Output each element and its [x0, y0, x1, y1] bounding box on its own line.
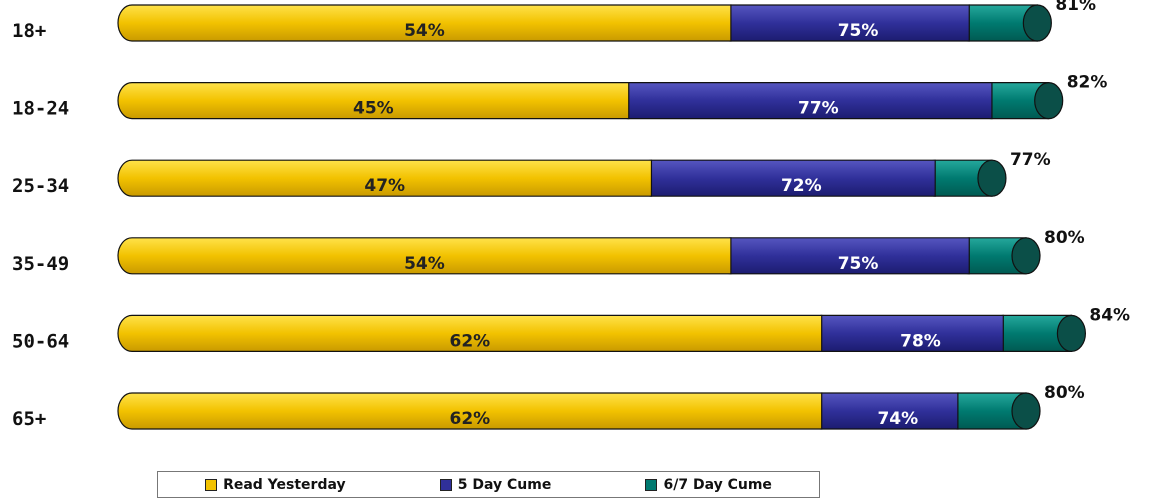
- legend-item-5-day-cume: 5 Day Cume: [439, 476, 552, 493]
- bar-segment-read-yesterday: [117, 237, 732, 275]
- bar-end-cap: [977, 159, 1007, 197]
- legend-label-5-day-cume: 5 Day Cume: [457, 476, 552, 493]
- bar-segment-read-yesterday: [117, 392, 823, 430]
- data-label-6-7-day-cume: 84%: [1089, 305, 1130, 325]
- data-label-5-day-cume: 75%: [838, 21, 879, 41]
- data-label-read-yesterday: 54%: [404, 254, 445, 274]
- chart-legend: Read Yesterday 5 Day Cume 6/7 Day Cume: [157, 471, 820, 498]
- legend-label-6-7-day-cume: 6/7 Day Cume: [663, 476, 772, 493]
- bar-end-cap: [1022, 4, 1052, 42]
- data-label-5-day-cume: 78%: [900, 331, 941, 351]
- data-label-read-yesterday: 47%: [364, 176, 405, 196]
- data-label-read-yesterday: 62%: [449, 331, 490, 351]
- legend-swatch-5-day-cume: [439, 478, 452, 491]
- data-label-5-day-cume: 74%: [877, 409, 918, 429]
- data-label-read-yesterday: 54%: [404, 21, 445, 41]
- data-label-5-day-cume: 75%: [838, 254, 879, 274]
- data-label-5-day-cume: 72%: [781, 176, 822, 196]
- category-label: 50-64: [12, 330, 69, 352]
- legend-item-6-7-day-cume: 6/7 Day Cume: [645, 476, 772, 493]
- legend-label-read-yesterday: Read Yesterday: [223, 476, 346, 493]
- bar-segment-read-yesterday: [117, 82, 630, 120]
- data-label-read-yesterday: 62%: [449, 409, 490, 429]
- data-label-read-yesterday: 45%: [353, 99, 394, 119]
- category-label: 18-24: [12, 98, 69, 120]
- bar-end-cap: [1034, 81, 1064, 120]
- bar-end-cap: [1011, 392, 1041, 430]
- data-label-6-7-day-cume: 82%: [1067, 73, 1108, 93]
- data-label-5-day-cume: 77%: [798, 99, 839, 119]
- bar-chart: 18+ 54% 75% 81% 18-24 45% 77% 82% 25-34 47% 72% 77%…: [12, 0, 1130, 430]
- bar-segment-read-yesterday: [117, 4, 732, 42]
- bar-segment-read-yesterday: [117, 159, 653, 197]
- bar-end-cap: [1056, 314, 1087, 352]
- data-label-6-7-day-cume: 80%: [1044, 383, 1085, 403]
- bar-segment-read-yesterday: [117, 314, 823, 352]
- legend-item-read-yesterday: Read Yesterday: [205, 477, 346, 493]
- category-label: 25-34: [12, 175, 69, 197]
- data-label-6-7-day-cume: 80%: [1044, 228, 1085, 248]
- category-label: 65+: [12, 408, 46, 430]
- category-label: 35-49: [12, 253, 69, 275]
- category-label: 18+: [12, 20, 46, 42]
- data-label-6-7-day-cume: 77%: [1010, 150, 1051, 170]
- data-label-6-7-day-cume: 81%: [1055, 0, 1096, 15]
- legend-swatch-6-7-day-cume: [645, 478, 658, 491]
- legend-swatch-read-yesterday: [205, 478, 218, 491]
- bar-end-cap: [1011, 237, 1041, 275]
